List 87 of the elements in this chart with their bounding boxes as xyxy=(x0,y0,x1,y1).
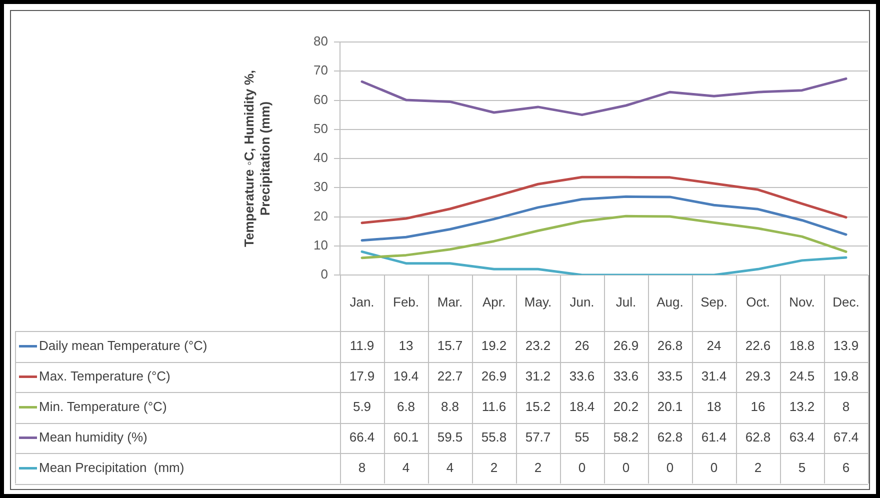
x-tick-label: Oct. xyxy=(746,294,770,310)
legend-label: Daily mean Temperature (°C) xyxy=(39,338,208,353)
data-label: 62.8 xyxy=(745,429,771,444)
data-label: 0 xyxy=(666,460,674,475)
data-label: 4 xyxy=(446,460,454,475)
data-label: 26.8 xyxy=(657,338,683,353)
data-label: 6.8 xyxy=(396,398,416,414)
y-axis-title: Temperature ◦C, Humidity %, Precipitation (mm) xyxy=(242,70,273,248)
y-tick-label: 70 xyxy=(314,62,328,78)
x-tick-label: Sep. xyxy=(700,294,728,310)
data-label: 19.8 xyxy=(833,368,859,384)
data-label: 2 xyxy=(490,460,498,475)
data-label: 8.8 xyxy=(440,398,460,414)
data-label: 19.2 xyxy=(481,338,507,353)
x-tick-label: Aug. xyxy=(656,294,684,310)
data-label: 20.2 xyxy=(613,398,639,414)
legend-label: Min. Temperature (°C) xyxy=(39,398,167,414)
data-label: 2 xyxy=(534,460,542,475)
data-label: 33.6 xyxy=(569,368,595,384)
data-label: 11.6 xyxy=(482,398,506,414)
data-label: 24 xyxy=(706,338,722,353)
data-label: 33.6 xyxy=(613,368,639,384)
data-label: 13.2 xyxy=(789,398,815,414)
data-label: 18 xyxy=(706,398,722,414)
data-label: 15.7 xyxy=(437,338,463,353)
x-tick-label: Apr. xyxy=(482,294,506,310)
data-label: 62.8 xyxy=(657,429,683,444)
x-tick-label: Jan. xyxy=(350,294,374,310)
data-label: 17.9 xyxy=(349,368,375,384)
data-label: 0 xyxy=(710,460,718,475)
data-label: 0 xyxy=(578,460,586,475)
data-label: 22.7 xyxy=(437,368,463,384)
y-tick-label: 10 xyxy=(314,237,328,252)
y-tick-label: 50 xyxy=(314,120,328,136)
x-tick-label: Feb. xyxy=(392,294,420,310)
data-label: 4 xyxy=(402,460,410,475)
data-label: 2 xyxy=(754,460,762,475)
y-tick-label: 40 xyxy=(314,150,328,166)
data-label: 18.8 xyxy=(789,338,815,353)
y-tick-label: 0 xyxy=(320,266,328,282)
data-label: 5 xyxy=(798,460,806,475)
data-label: 26.9 xyxy=(613,338,639,353)
x-tick-label: May. xyxy=(524,294,552,310)
data-label: 23.2 xyxy=(525,338,551,353)
x-tick-label: Jun. xyxy=(570,294,594,310)
data-label: 55 xyxy=(574,429,590,444)
data-label: 59.5 xyxy=(437,429,463,444)
data-label: 13 xyxy=(398,338,414,353)
data-label: 58.2 xyxy=(613,429,639,444)
y-tick-label: 20 xyxy=(314,208,328,224)
data-label: 13.9 xyxy=(833,338,859,353)
data-label: 61.4 xyxy=(701,429,727,444)
data-label: 33.5 xyxy=(657,368,683,384)
data-label: 31.2 xyxy=(525,368,551,384)
data-label: 26 xyxy=(574,338,590,353)
data-label: 66.4 xyxy=(349,429,375,444)
data-label: 63.4 xyxy=(789,429,815,444)
data-label: 24.5 xyxy=(789,368,815,384)
legend-label: Mean humidity (%) xyxy=(39,429,148,444)
y-tick-label: 60 xyxy=(314,92,328,107)
data-label: 19.4 xyxy=(393,368,419,384)
legend-label: Mean Precipitation (mm) xyxy=(39,460,184,475)
data-label: 55.8 xyxy=(481,429,507,444)
data-label: 15.2 xyxy=(525,398,551,414)
data-label: 6 xyxy=(842,460,850,475)
y-tick-label: 80 xyxy=(314,34,328,49)
x-tick-label: Dec. xyxy=(832,294,860,310)
data-label: 18.4 xyxy=(569,398,595,414)
data-label: 22.6 xyxy=(745,338,771,353)
y-tick-label: 30 xyxy=(314,179,328,194)
data-label: 60.1 xyxy=(393,429,419,444)
data-label: 8 xyxy=(842,398,850,414)
data-label: 67.4 xyxy=(833,429,859,444)
legend-label: Max. Temperature (°C) xyxy=(39,368,170,384)
data-label: 11.9 xyxy=(350,338,374,353)
data-label: 26.9 xyxy=(481,368,507,384)
x-tick-label: Mar. xyxy=(437,294,463,310)
data-label: 0 xyxy=(622,460,630,475)
x-tick-label: Jul. xyxy=(616,294,636,310)
data-label: 8 xyxy=(358,460,366,475)
data-label: 57.7 xyxy=(525,429,551,444)
x-tick-label: Nov. xyxy=(789,294,815,310)
data-label: 5.9 xyxy=(352,398,372,414)
data-label: 31.4 xyxy=(701,368,727,384)
data-label: 20.1 xyxy=(657,398,683,414)
data-label: 29.3 xyxy=(745,368,771,384)
data-label: 16 xyxy=(750,398,766,414)
